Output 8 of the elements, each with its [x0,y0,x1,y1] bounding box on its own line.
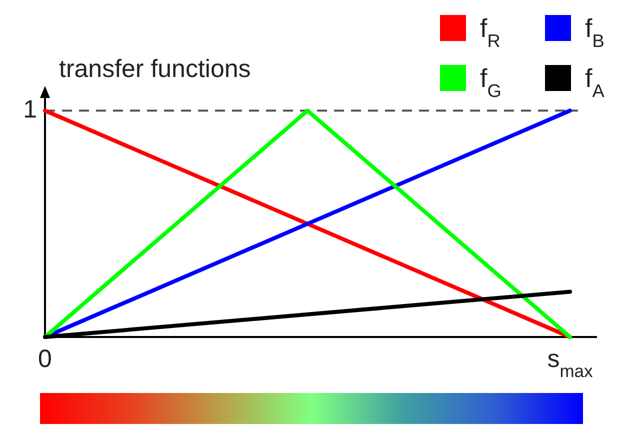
legend-label: f$_{B}$ [585,13,604,51]
ref-line-label: 1 [23,95,37,124]
legend-label: f$_{R}$ [480,13,500,51]
y-axis-title: transfer functions [59,54,251,83]
legend-label: f$_{A}$ [585,63,606,101]
x-tick-label: 0 [38,345,52,373]
x-tick-label: s$_{max}$ [547,345,594,381]
legend-label: f$_{G}$ [480,63,502,101]
